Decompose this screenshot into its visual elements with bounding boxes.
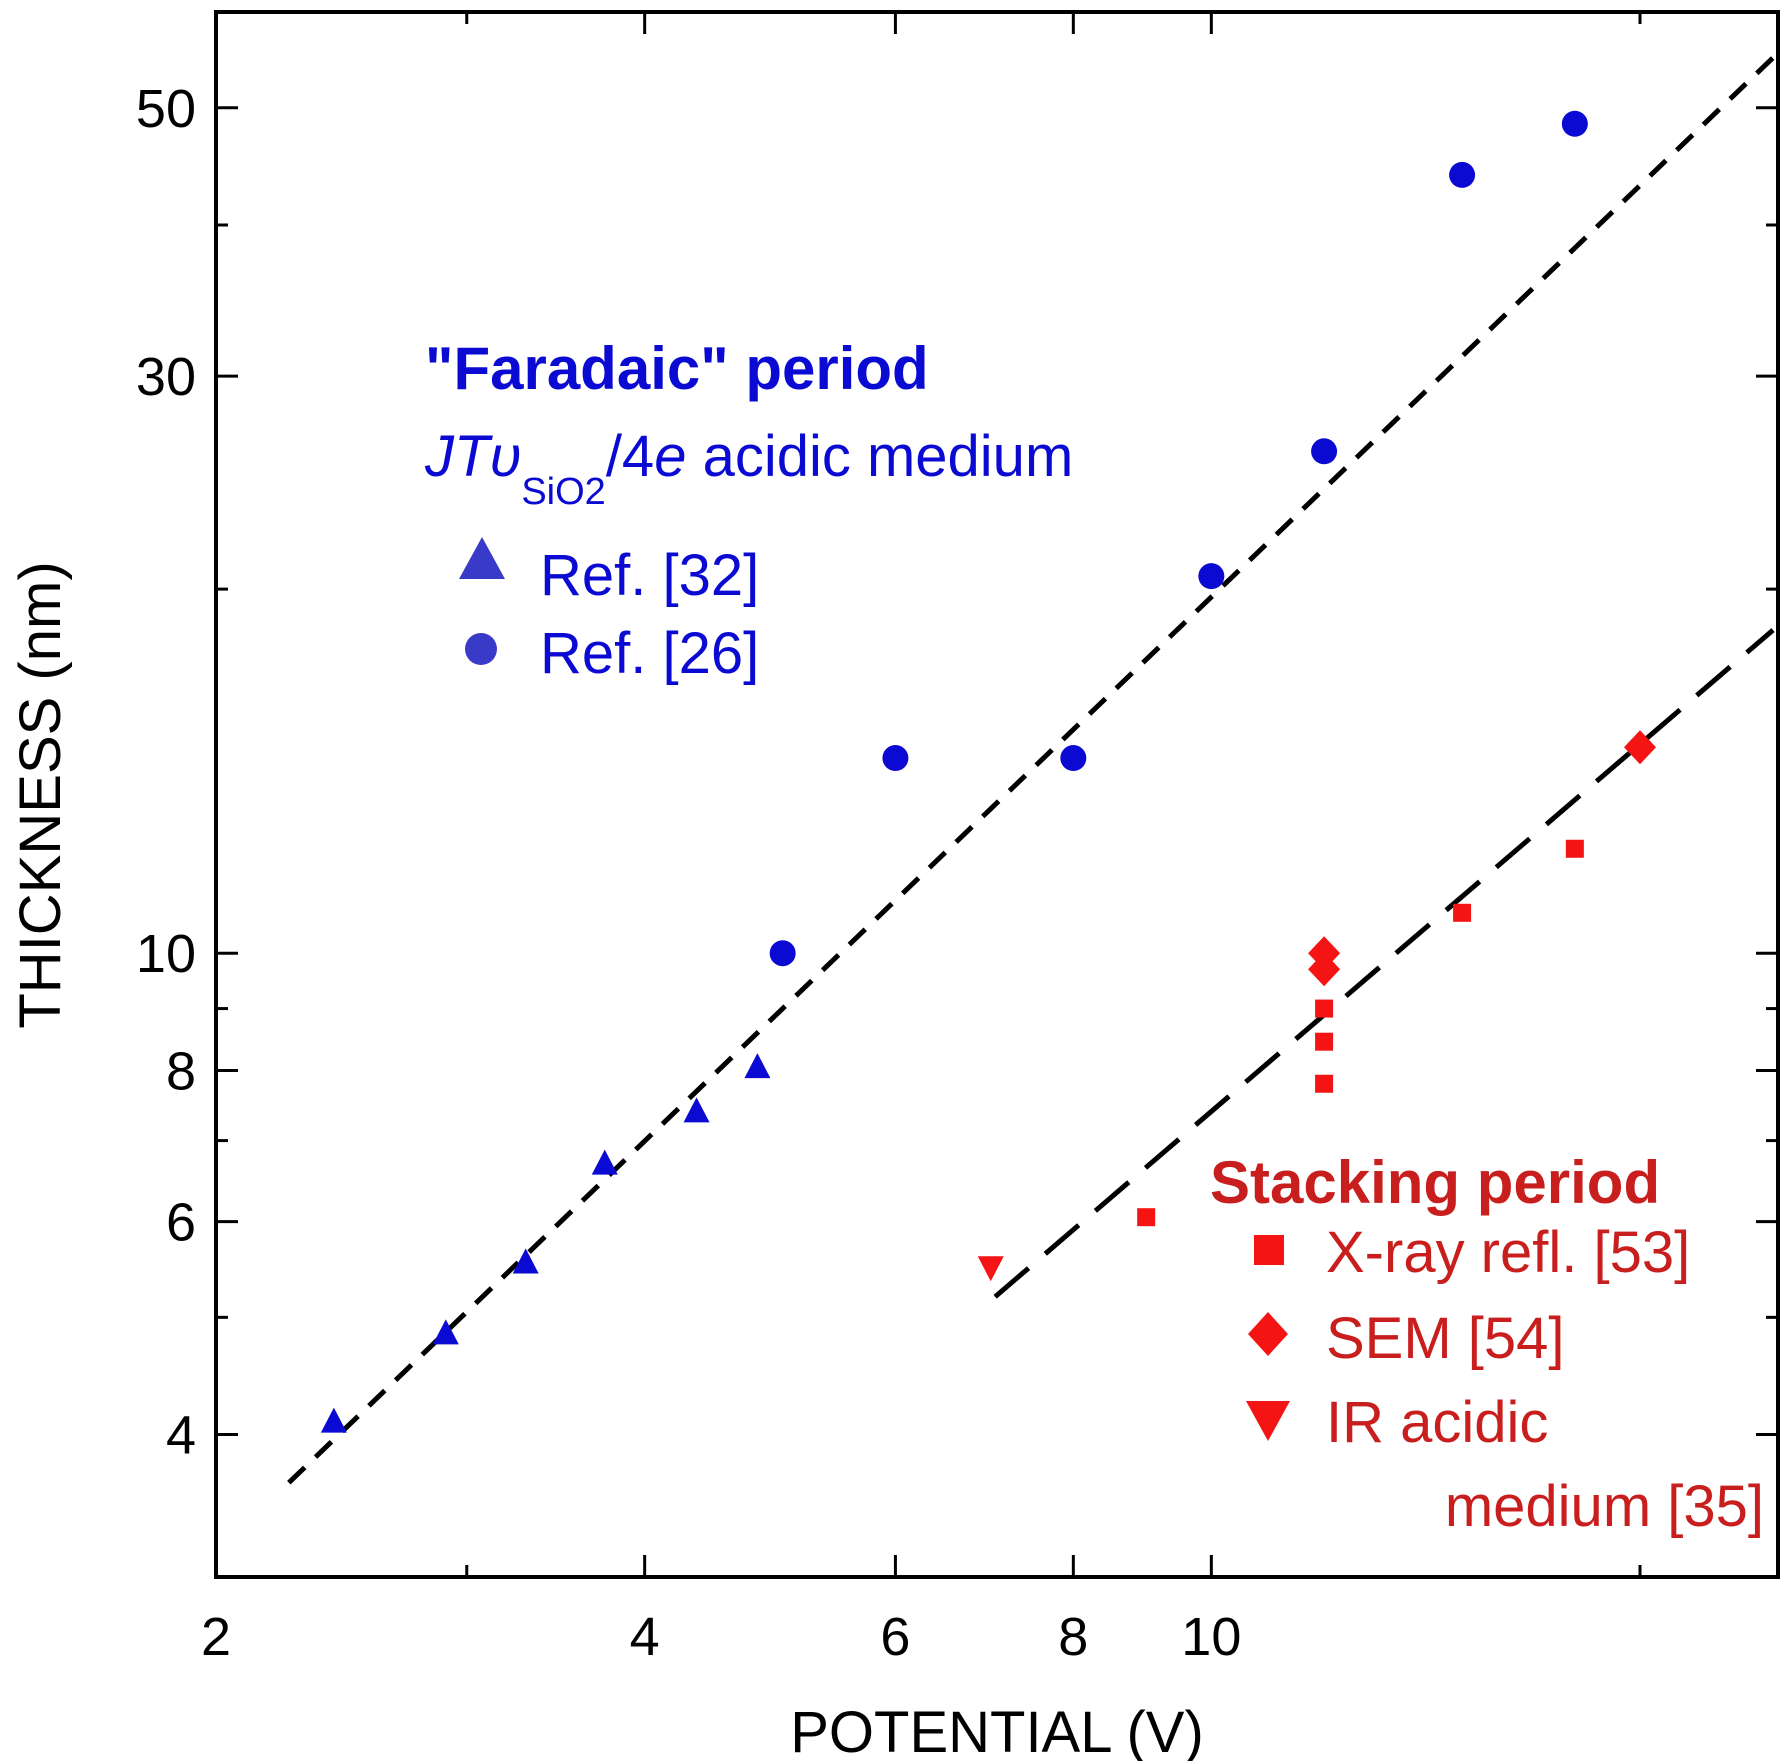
y-tick-label: 4: [166, 1406, 196, 1466]
data-point-circle: [1561, 110, 1588, 137]
legend-entry-ir-cont: medium [35]: [1445, 1474, 1764, 1539]
axis-ticks: 2 4 6 8 10 4 6 8 10 30 50: [136, 12, 1778, 1667]
legend-circle-marker: [465, 633, 497, 665]
data-point-triangle-down: [977, 1256, 1004, 1282]
data-point-circle: [769, 940, 796, 967]
data-point-square: [1315, 1074, 1334, 1093]
legend-entry-sem: SEM [54]: [1326, 1306, 1565, 1371]
legend-faradaic-title: "Faradaic" period: [425, 335, 929, 402]
x-tick-label: 8: [1058, 1607, 1088, 1667]
legend-square-marker: [1254, 1235, 1284, 1265]
y-tick-label: 6: [166, 1193, 196, 1253]
data-point-triangle-up: [683, 1097, 710, 1123]
legend-stacking: Stacking period X-ray refl. [53] SEM [54…: [1210, 1149, 1764, 1539]
data-point-triangle-up: [591, 1149, 618, 1175]
data-point-triangle-up: [432, 1319, 459, 1345]
y-tick-label: 30: [136, 347, 196, 407]
legend-faradaic: "Faradaic" period JTυSiO2/4e acidic medi…: [424, 335, 1073, 686]
x-tick-label: 6: [880, 1607, 910, 1667]
y-axis-title: THICKNESS (nm): [8, 561, 73, 1028]
data-markers: [320, 110, 1657, 1433]
data-point-triangle-up: [512, 1248, 539, 1274]
data-point-circle: [1311, 438, 1338, 465]
data-point-square: [1137, 1208, 1156, 1227]
legend-faradaic-subtitle: JTυSiO2/4e acidic medium: [424, 424, 1073, 513]
data-point-triangle-up: [320, 1407, 347, 1433]
data-point-square: [1453, 903, 1472, 922]
data-point-circle: [882, 745, 909, 772]
x-tick-label: 4: [630, 1607, 660, 1667]
data-point-square: [1315, 1032, 1334, 1051]
data-point-circle: [1198, 563, 1225, 590]
x-tick-label: 2: [201, 1607, 231, 1667]
data-point-square: [1315, 999, 1334, 1018]
y-tick-label: 8: [166, 1041, 196, 1101]
legend-entry-ref32: Ref. [32]: [540, 543, 759, 608]
x-axis-title: POTENTIAL (V): [790, 1700, 1204, 1761]
plot-frame: [214, 10, 1780, 1579]
legend-entry-ref26: Ref. [26]: [540, 621, 759, 686]
legend-stacking-title: Stacking period: [1210, 1149, 1660, 1216]
y-tick-label: 10: [136, 924, 196, 984]
fit-lines: [287, 55, 1775, 1485]
data-point-circle: [1060, 745, 1087, 772]
legend-entry-ir: IR acidic: [1326, 1390, 1548, 1455]
stacking-fit: [993, 628, 1775, 1299]
legend-triangle-down-marker: [1246, 1401, 1290, 1441]
data-point-diamond: [1308, 952, 1341, 987]
faradaic-fit: [287, 55, 1775, 1485]
data-point-diamond: [1624, 730, 1657, 765]
legend-triangle-up-marker: [459, 537, 505, 579]
legend-diamond-marker: [1248, 1312, 1288, 1356]
legend-entry-xray: X-ray refl. [53]: [1326, 1220, 1690, 1285]
y-tick-label: 50: [136, 79, 196, 139]
data-point-circle: [1449, 161, 1476, 188]
data-point-square: [1565, 839, 1584, 858]
x-tick-label: 10: [1181, 1607, 1241, 1667]
data-point-triangle-up: [744, 1053, 771, 1079]
